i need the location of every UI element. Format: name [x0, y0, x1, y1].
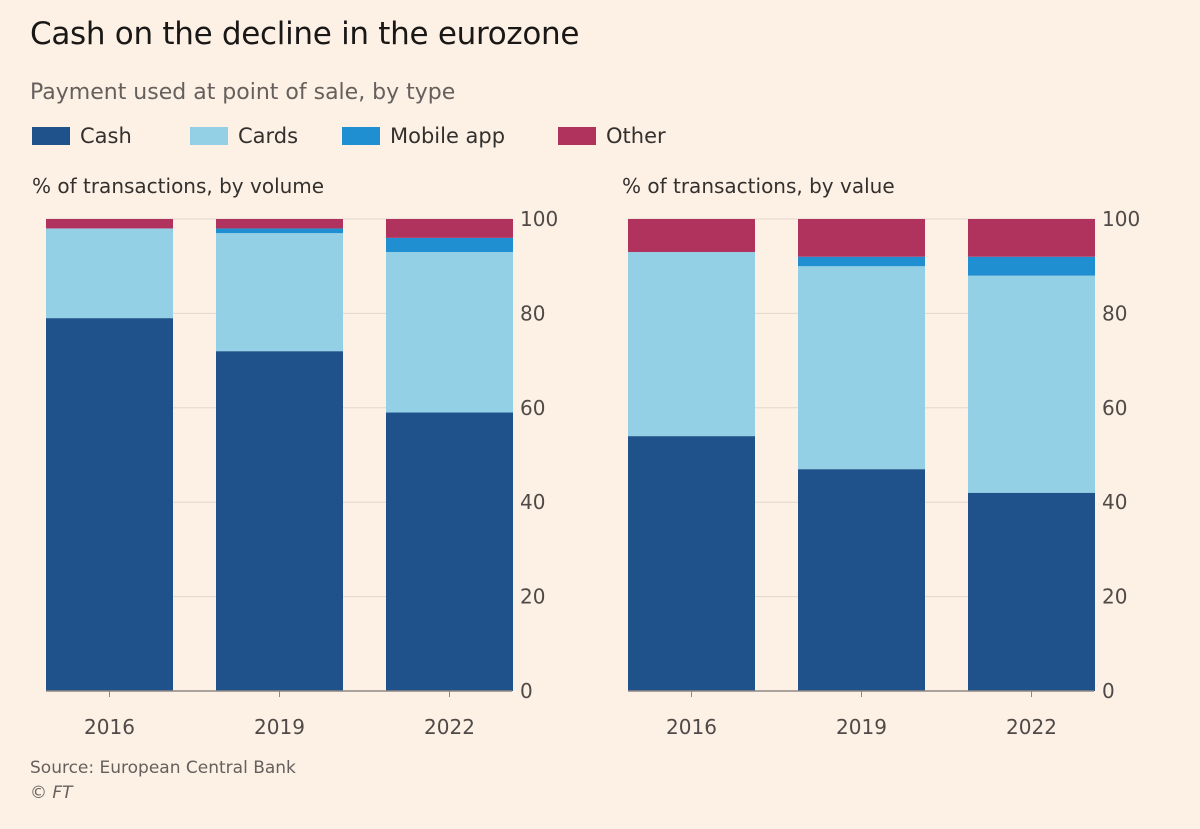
x-tick-label: 2016	[666, 715, 717, 739]
bar-segment-other	[628, 219, 755, 253]
bar-segment-cash	[46, 318, 173, 691]
chart-title: Cash on the decline in the eurozone	[30, 16, 580, 52]
y-tick-label: 60	[1102, 396, 1127, 420]
x-tick-label: 2022	[1006, 715, 1057, 739]
x-tick-label: 2019	[836, 715, 887, 739]
legend-label-cash: Cash	[80, 124, 132, 148]
bar-segment-cash	[798, 469, 925, 691]
bar-segment-other	[216, 219, 343, 229]
copyright-note: © FT	[30, 783, 73, 803]
chart-subtitle: Payment used at point of sale, by type	[30, 80, 456, 105]
bar-segment-mobile-app	[968, 256, 1095, 276]
y-tick-label: 60	[520, 396, 545, 420]
legend-item-cash: Cash	[32, 124, 132, 148]
legend: Cash Cards Mobile app Other	[32, 124, 732, 152]
bar-segment-cards	[46, 228, 173, 319]
legend-swatch-mobile-app	[342, 127, 380, 145]
y-tick-label: 80	[1102, 301, 1127, 325]
legend-item-other: Other	[558, 124, 666, 148]
legend-label-cards: Cards	[238, 124, 299, 148]
x-tick-label: 2016	[84, 715, 135, 739]
legend-swatch-cards	[190, 127, 228, 145]
y-tick-label: 0	[520, 679, 533, 703]
bar-segment-mobile-app	[798, 256, 925, 267]
y-tick-label: 100	[520, 207, 558, 231]
legend-label-other: Other	[606, 124, 666, 148]
bar-segment-other	[968, 219, 1095, 257]
bar-segment-cash	[628, 436, 755, 691]
x-tick-label: 2019	[254, 715, 305, 739]
y-tick-label: 100	[1102, 207, 1140, 231]
bar-segment-cards	[216, 233, 343, 352]
bar-segment-other	[798, 219, 925, 257]
bar-segment-cards	[968, 275, 1095, 493]
legend-swatch-cash	[32, 127, 70, 145]
legend-item-cards: Cards	[190, 124, 298, 148]
bar-segment-other	[46, 219, 173, 229]
y-tick-label: 40	[520, 490, 545, 514]
bar-segment-other	[386, 219, 513, 238]
source-note: Source: European Central Bank	[30, 758, 296, 778]
legend-label-mobile-app: Mobile app	[390, 124, 506, 148]
y-tick-label: 20	[1102, 585, 1127, 609]
legend-item-mobile-app: Mobile app	[342, 124, 505, 148]
panel-title-value: % of transactions, by value	[622, 174, 895, 198]
bar-segment-cards	[798, 266, 925, 470]
bar-segment-cards	[386, 252, 513, 413]
y-tick-label: 40	[1102, 490, 1127, 514]
panel-title-volume: % of transactions, by volume	[32, 174, 325, 198]
legend-swatch-other	[558, 127, 596, 145]
bar-segment-cash	[968, 492, 1095, 691]
bar-segment-cards	[628, 252, 755, 437]
copyright-text: © FT	[30, 783, 73, 803]
y-tick-label: 80	[520, 301, 545, 325]
x-tick-label: 2022	[424, 715, 475, 739]
bar-segment-mobile-app	[386, 237, 513, 253]
bar-segment-cash	[216, 351, 343, 691]
y-tick-label: 20	[520, 585, 545, 609]
bar-segment-cash	[386, 412, 513, 691]
y-tick-label: 0	[1102, 679, 1115, 703]
bar-segment-mobile-app	[216, 228, 343, 234]
